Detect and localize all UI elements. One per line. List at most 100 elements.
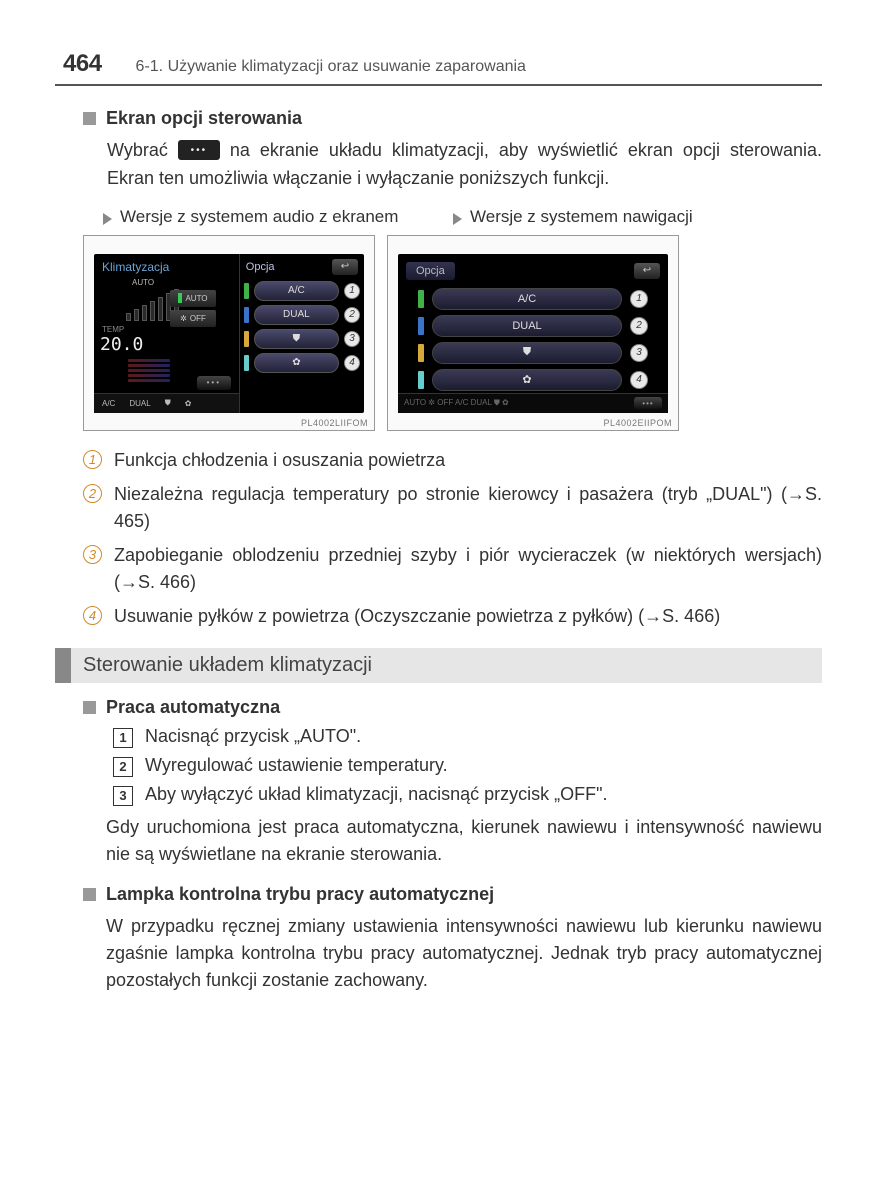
square-bullet-icon — [83, 112, 96, 125]
more-dots-button: ••• — [197, 376, 231, 390]
screen-title: Klimatyzacja — [98, 260, 235, 278]
option-row-pollen: ✿ 4 — [418, 369, 648, 391]
square-bullet-icon — [83, 701, 96, 714]
option-row-ac: A/C 1 — [244, 281, 360, 301]
variant-b: Wersje z systemem nawigacji — [453, 207, 753, 227]
list-item: 4 Usuwanie pyłków z powietrza (Oczyszcza… — [83, 603, 822, 630]
variant-labels: Wersje z systemem audio z ekranem Wersje… — [103, 207, 822, 227]
note-paragraph: Gdy uruchomiona jest praca automatyczna,… — [106, 814, 822, 868]
temp-label: TEMP — [102, 325, 124, 334]
left-buttons: AUTO ✲OFF — [170, 290, 216, 327]
option-row-ac: A/C 1 — [418, 288, 648, 310]
screen-display: Opcja ↩ A/C 1 DUAL — [398, 254, 668, 413]
variant-b-text: Wersje z systemem nawigacji — [470, 207, 693, 227]
screenshot-nav: Opcja ↩ A/C 1 DUAL — [387, 235, 679, 431]
option-row-defrost: ⛊ 3 — [418, 342, 648, 364]
option-button-dual: DUAL — [254, 305, 339, 325]
screenshots-row: Klimatyzacja AUTO AUTO ✲OFF TEMP — [83, 235, 822, 431]
indicator — [244, 307, 249, 323]
subsection-heading: Ekran opcji sterowania — [83, 108, 822, 129]
step-item: 2 Wyregulować ustawienie temperatury. — [113, 755, 822, 777]
step-list: 1 Nacisnąć przycisk „AUTO". 2 Wyregulowa… — [113, 726, 822, 806]
item-text: Usuwanie pyłków z powietrza (Oczyszczani… — [114, 603, 720, 630]
callout-number: 4 — [630, 371, 648, 389]
subsection-heading: Praca automatyczna — [83, 697, 822, 718]
triangle-bullet-icon — [103, 213, 112, 225]
option-button-pollen-icon: ✿ — [432, 369, 622, 391]
list-item: 1 Funkcja chłodzenia i osuszania powietr… — [83, 447, 822, 474]
step-item: 1 Nacisnąć przycisk „AUTO". — [113, 726, 822, 748]
option-row-defrost: ⛊ 3 — [244, 329, 360, 349]
status-ac: A/C — [102, 399, 115, 408]
step-text: Nacisnąć przycisk „AUTO". — [145, 726, 361, 747]
bottom-status-bar: AUTO ✲ OFF A/C DUAL ⛊ ✿ ••• — [398, 393, 668, 413]
indicator — [418, 344, 424, 362]
bottom-status-bar: A/C DUAL ⛊ ✿ — [94, 393, 239, 413]
triangle-bullet-icon — [453, 213, 462, 225]
callout-number: 1 — [630, 290, 648, 308]
numbered-list: 1 Funkcja chłodzenia i osuszania powietr… — [83, 447, 822, 630]
indicator — [418, 317, 424, 335]
circled-number-icon: 3 — [83, 545, 102, 564]
option-button-defrost-icon: ⛊ — [432, 342, 622, 364]
indicator — [244, 355, 249, 371]
square-bullet-icon — [83, 888, 96, 901]
page-header: 464 6-1. Używanie klimatyzacji oraz usuw… — [55, 50, 822, 86]
intro-text-before: Wybrać — [107, 140, 178, 160]
chapter-title: 6-1. Używanie klimatyzacji oraz usuwanie… — [136, 58, 526, 76]
step-number-icon: 1 — [113, 728, 133, 748]
section-marker-icon — [55, 648, 71, 683]
variant-a-text: Wersje z systemem audio z ekranem — [120, 207, 398, 227]
image-code: PL4002EIIPOM — [388, 417, 678, 430]
intro-paragraph: Wybrać na ekranie układu klimatyzacji, a… — [107, 137, 822, 193]
option-row-pollen: ✿ 4 — [244, 353, 360, 373]
option-button-dual: DUAL — [432, 315, 622, 337]
page-number: 464 — [63, 50, 102, 78]
step-item: 3 Aby wyłączyć układ klimatyzacji, nacis… — [113, 784, 822, 806]
indicator — [418, 371, 424, 389]
step-number-icon: 2 — [113, 757, 133, 777]
screen-left-panel: Klimatyzacja AUTO AUTO ✲OFF TEMP — [94, 254, 240, 413]
option-row-dual: DUAL 2 — [244, 305, 360, 325]
content: Ekran opcji sterowania Wybrać na ekranie… — [55, 108, 822, 994]
section-title: Sterowanie układem klimatyzacji — [71, 648, 822, 683]
status-defrost-icon: ⛊ — [165, 398, 171, 408]
back-icon: ↩ — [332, 259, 358, 275]
more-options-icon — [178, 140, 220, 160]
option-button-ac: A/C — [432, 288, 622, 310]
item-text: Niezależna regulacja temperatury po stro… — [114, 481, 822, 535]
temp-value: 20.0 — [98, 334, 235, 355]
step-text: Wyregulować ustawienie temperatury. — [145, 755, 448, 776]
indicator — [244, 331, 249, 347]
auto-button: AUTO — [170, 290, 216, 307]
back-icon: ↩ — [634, 263, 660, 279]
item-text: Funkcja chłodzenia i osuszania powietrza — [114, 447, 445, 474]
step-number-icon: 3 — [113, 786, 133, 806]
option-panel: Opcja ↩ A/C 1 DUAL — [398, 254, 668, 413]
indicator — [244, 283, 249, 299]
option-button-ac: A/C — [254, 281, 339, 301]
subsection-title: Lampka kontrolna trybu pracy automatyczn… — [106, 884, 494, 905]
callout-number: 2 — [630, 317, 648, 335]
option-panel: Opcja ↩ A/C 1 DUAL 2 — [240, 254, 364, 413]
indicator — [418, 290, 424, 308]
item-text: Zapobieganie oblodzeniu przedniej szyby … — [114, 542, 822, 596]
subsection-heading: Lampka kontrolna trybu pracy automatyczn… — [83, 884, 822, 905]
image-code: PL4002LIIFOM — [84, 417, 374, 430]
off-button: ✲OFF — [170, 310, 216, 327]
circled-number-icon: 1 — [83, 450, 102, 469]
status-pollen-icon: ✿ — [185, 399, 192, 408]
callout-number: 2 — [344, 307, 360, 323]
status-items: AUTO ✲ OFF A/C DUAL ⛊ ✿ — [404, 398, 509, 408]
more-dots-button: ••• — [634, 397, 662, 409]
circled-number-icon: 4 — [83, 606, 102, 625]
subsection-title: Praca automatyczna — [106, 697, 280, 718]
option-button-pollen-icon: ✿ — [254, 353, 339, 373]
list-item: 2 Niezależna regulacja temperatury po st… — [83, 481, 822, 535]
variant-a: Wersje z systemem audio z ekranem — [103, 207, 403, 227]
page: 464 6-1. Używanie klimatyzacji oraz usuw… — [0, 0, 877, 1060]
subsection-title: Ekran opcji sterowania — [106, 108, 302, 129]
list-item: 3 Zapobieganie oblodzeniu przedniej szyb… — [83, 542, 822, 596]
callout-number: 1 — [344, 283, 360, 299]
step-text: Aby wyłączyć układ klimatyzacji, nacisną… — [145, 784, 608, 805]
